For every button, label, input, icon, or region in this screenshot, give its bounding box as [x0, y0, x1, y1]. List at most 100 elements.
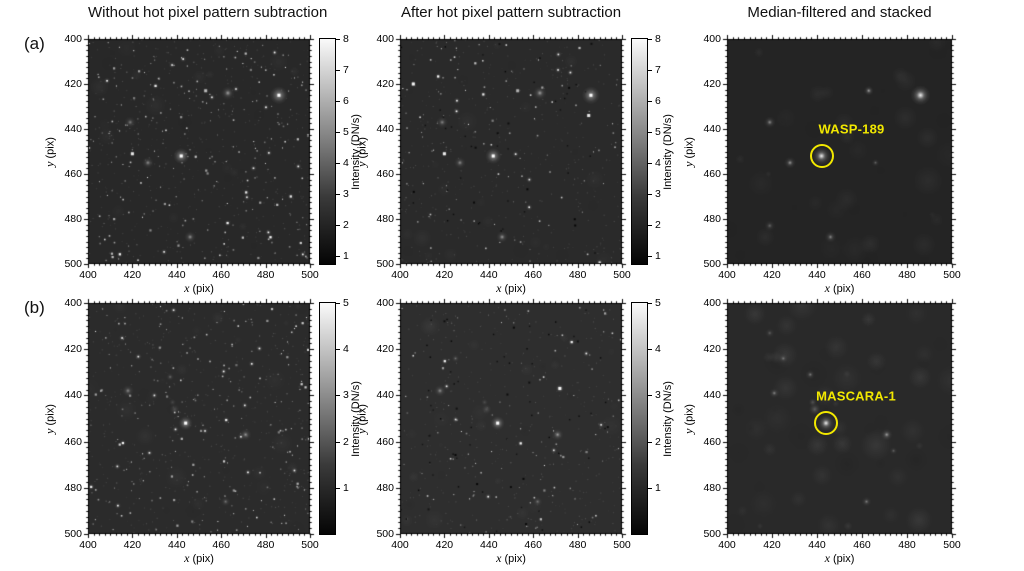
colorbar-tick	[336, 303, 340, 304]
x-tick-label: 500	[943, 269, 961, 281]
x-axis-label: x (pix)	[824, 551, 855, 565]
colorbar-tick-label: 2	[343, 219, 349, 232]
colorbar-tick	[336, 487, 340, 489]
colorbar-tick-label: 4	[655, 157, 661, 170]
x-axis-label: x (pix)	[184, 281, 214, 295]
colorbar-tick	[648, 225, 652, 227]
y-tick-label: 440	[703, 389, 721, 402]
starfield-image-b2	[390, 293, 632, 544]
colorbar-gradient	[631, 38, 648, 265]
y-tick-label: 460	[64, 435, 82, 448]
colorbar-tick	[648, 487, 652, 489]
x-tick-label: 500	[943, 539, 961, 551]
target-circle-icon	[809, 144, 834, 168]
colorbar-tick-label: 5	[655, 297, 661, 309]
x-axis-label: x (pix)	[496, 551, 526, 565]
x-tick-label: 400	[79, 269, 97, 281]
y-tick-label: 480	[376, 213, 394, 225]
y-tick-label: 460	[376, 435, 394, 448]
column-title-2: After hot pixel pattern subtraction	[400, 4, 622, 21]
colorbar-tick-label: 5	[343, 126, 349, 139]
x-tick-label: 480	[568, 539, 587, 551]
panel-label-b: (b)	[24, 298, 45, 317]
starfield-image-a3	[717, 29, 962, 274]
x-tick-label: 420	[123, 539, 142, 551]
colorbar-tick-label: 1	[655, 250, 661, 263]
colorbar-tick-label: 6	[655, 95, 661, 108]
target-circle-icon	[814, 411, 838, 436]
colorbar-tick	[648, 256, 652, 258]
colorbar-tick	[648, 349, 652, 351]
colorbar-label: Intensity (DN/s)	[662, 380, 674, 457]
y-tick-label: 460	[703, 435, 721, 448]
y-tick-label: 480	[703, 213, 721, 225]
x-tick-label: 440	[480, 269, 498, 281]
x-tick-label: 500	[613, 539, 631, 551]
colorbar-tick-label: 5	[655, 126, 661, 139]
y-tick-label: 440	[376, 123, 394, 135]
x-tick-label: 440	[168, 269, 186, 281]
x-tick-label: 400	[391, 269, 409, 281]
y-tick-label: 440	[64, 389, 82, 402]
colorbar-tick-label: 4	[655, 343, 661, 356]
y-tick-label: 420	[376, 78, 394, 90]
y-tick-label: 400	[376, 297, 394, 309]
colorbar-tick	[648, 163, 652, 165]
colorbar-tick-label: 7	[343, 64, 349, 77]
colorbar-tick	[336, 163, 340, 165]
x-tick-label: 480	[256, 269, 275, 281]
target-label: MASCARA-1	[816, 388, 896, 404]
x-tick-label: 420	[435, 269, 454, 281]
x-tick-label: 440	[808, 539, 826, 551]
x-tick-label: 420	[763, 539, 781, 551]
y-tick-label: 420	[703, 343, 721, 356]
colorbar-tick-label: 1	[343, 481, 349, 494]
x-tick-label: 460	[853, 539, 871, 551]
colorbar-tick-label: 7	[655, 64, 661, 77]
colorbar-tick	[648, 303, 652, 304]
y-tick-label: 440	[64, 123, 82, 135]
panel-b2: 400 420 440 460 480 500 400 420 440 460 480 500 y (p…	[355, 293, 632, 565]
colorbar-tick	[336, 225, 340, 227]
y-tick-label: 400	[703, 33, 721, 45]
colorbar-tick	[648, 70, 652, 72]
x-tick-label: 480	[898, 269, 916, 281]
x-tick-label: 400	[79, 539, 97, 551]
colorbar-tick-label: 2	[655, 219, 661, 232]
colorbar-gradient	[319, 38, 336, 265]
colorbar-tick-label: 3	[655, 389, 661, 402]
y-tick-label: 500	[703, 258, 721, 270]
x-tick-label: 460	[212, 539, 230, 551]
x-tick-label: 400	[718, 539, 736, 551]
y-tick-label: 480	[64, 213, 82, 225]
x-axis-label: x (pix)	[824, 281, 855, 295]
y-tick-label: 460	[64, 168, 82, 180]
colorbar-tick	[336, 349, 340, 351]
y-tick-label: 500	[376, 258, 394, 270]
colorbar-tick	[336, 132, 340, 134]
colorbar-tick	[648, 101, 652, 103]
y-tick-label: 460	[376, 168, 394, 180]
panel-a3: WASP-189 400 420 440 460 480 500 400 420 440 460 4…	[682, 29, 962, 295]
panel-label-a: (a)	[24, 34, 45, 53]
colorbar-tick	[336, 441, 340, 443]
colorbar-b1: 1 2 3 4 5 Intensity (DN/s)	[319, 297, 362, 535]
x-tick-label: 420	[123, 269, 142, 281]
y-tick-label: 420	[376, 343, 394, 356]
x-axis-label: x (pix)	[184, 551, 214, 565]
x-tick-label: 500	[301, 539, 319, 551]
y-tick-label: 440	[703, 123, 721, 135]
y-axis-label: y (pix)	[681, 136, 696, 167]
colorbar-tick-label: 3	[655, 188, 661, 201]
colorbar-tick-label: 2	[343, 435, 349, 448]
colorbar-tick-label: 4	[343, 343, 349, 356]
y-tick-label: 500	[64, 258, 82, 270]
column-title-3: Median-filtered and stacked	[747, 4, 932, 21]
y-axis-label: y (pix)	[42, 403, 57, 434]
colorbar-tick	[336, 70, 340, 72]
colorbar-a2: 1 2 3 4 5 6 7 8 Intensity (DN/s)	[631, 33, 674, 265]
colorbar-tick	[336, 256, 340, 258]
x-tick-label: 460	[853, 269, 871, 281]
colorbar-tick-label: 3	[343, 389, 349, 402]
colorbar-label: Intensity (DN/s)	[350, 380, 362, 457]
